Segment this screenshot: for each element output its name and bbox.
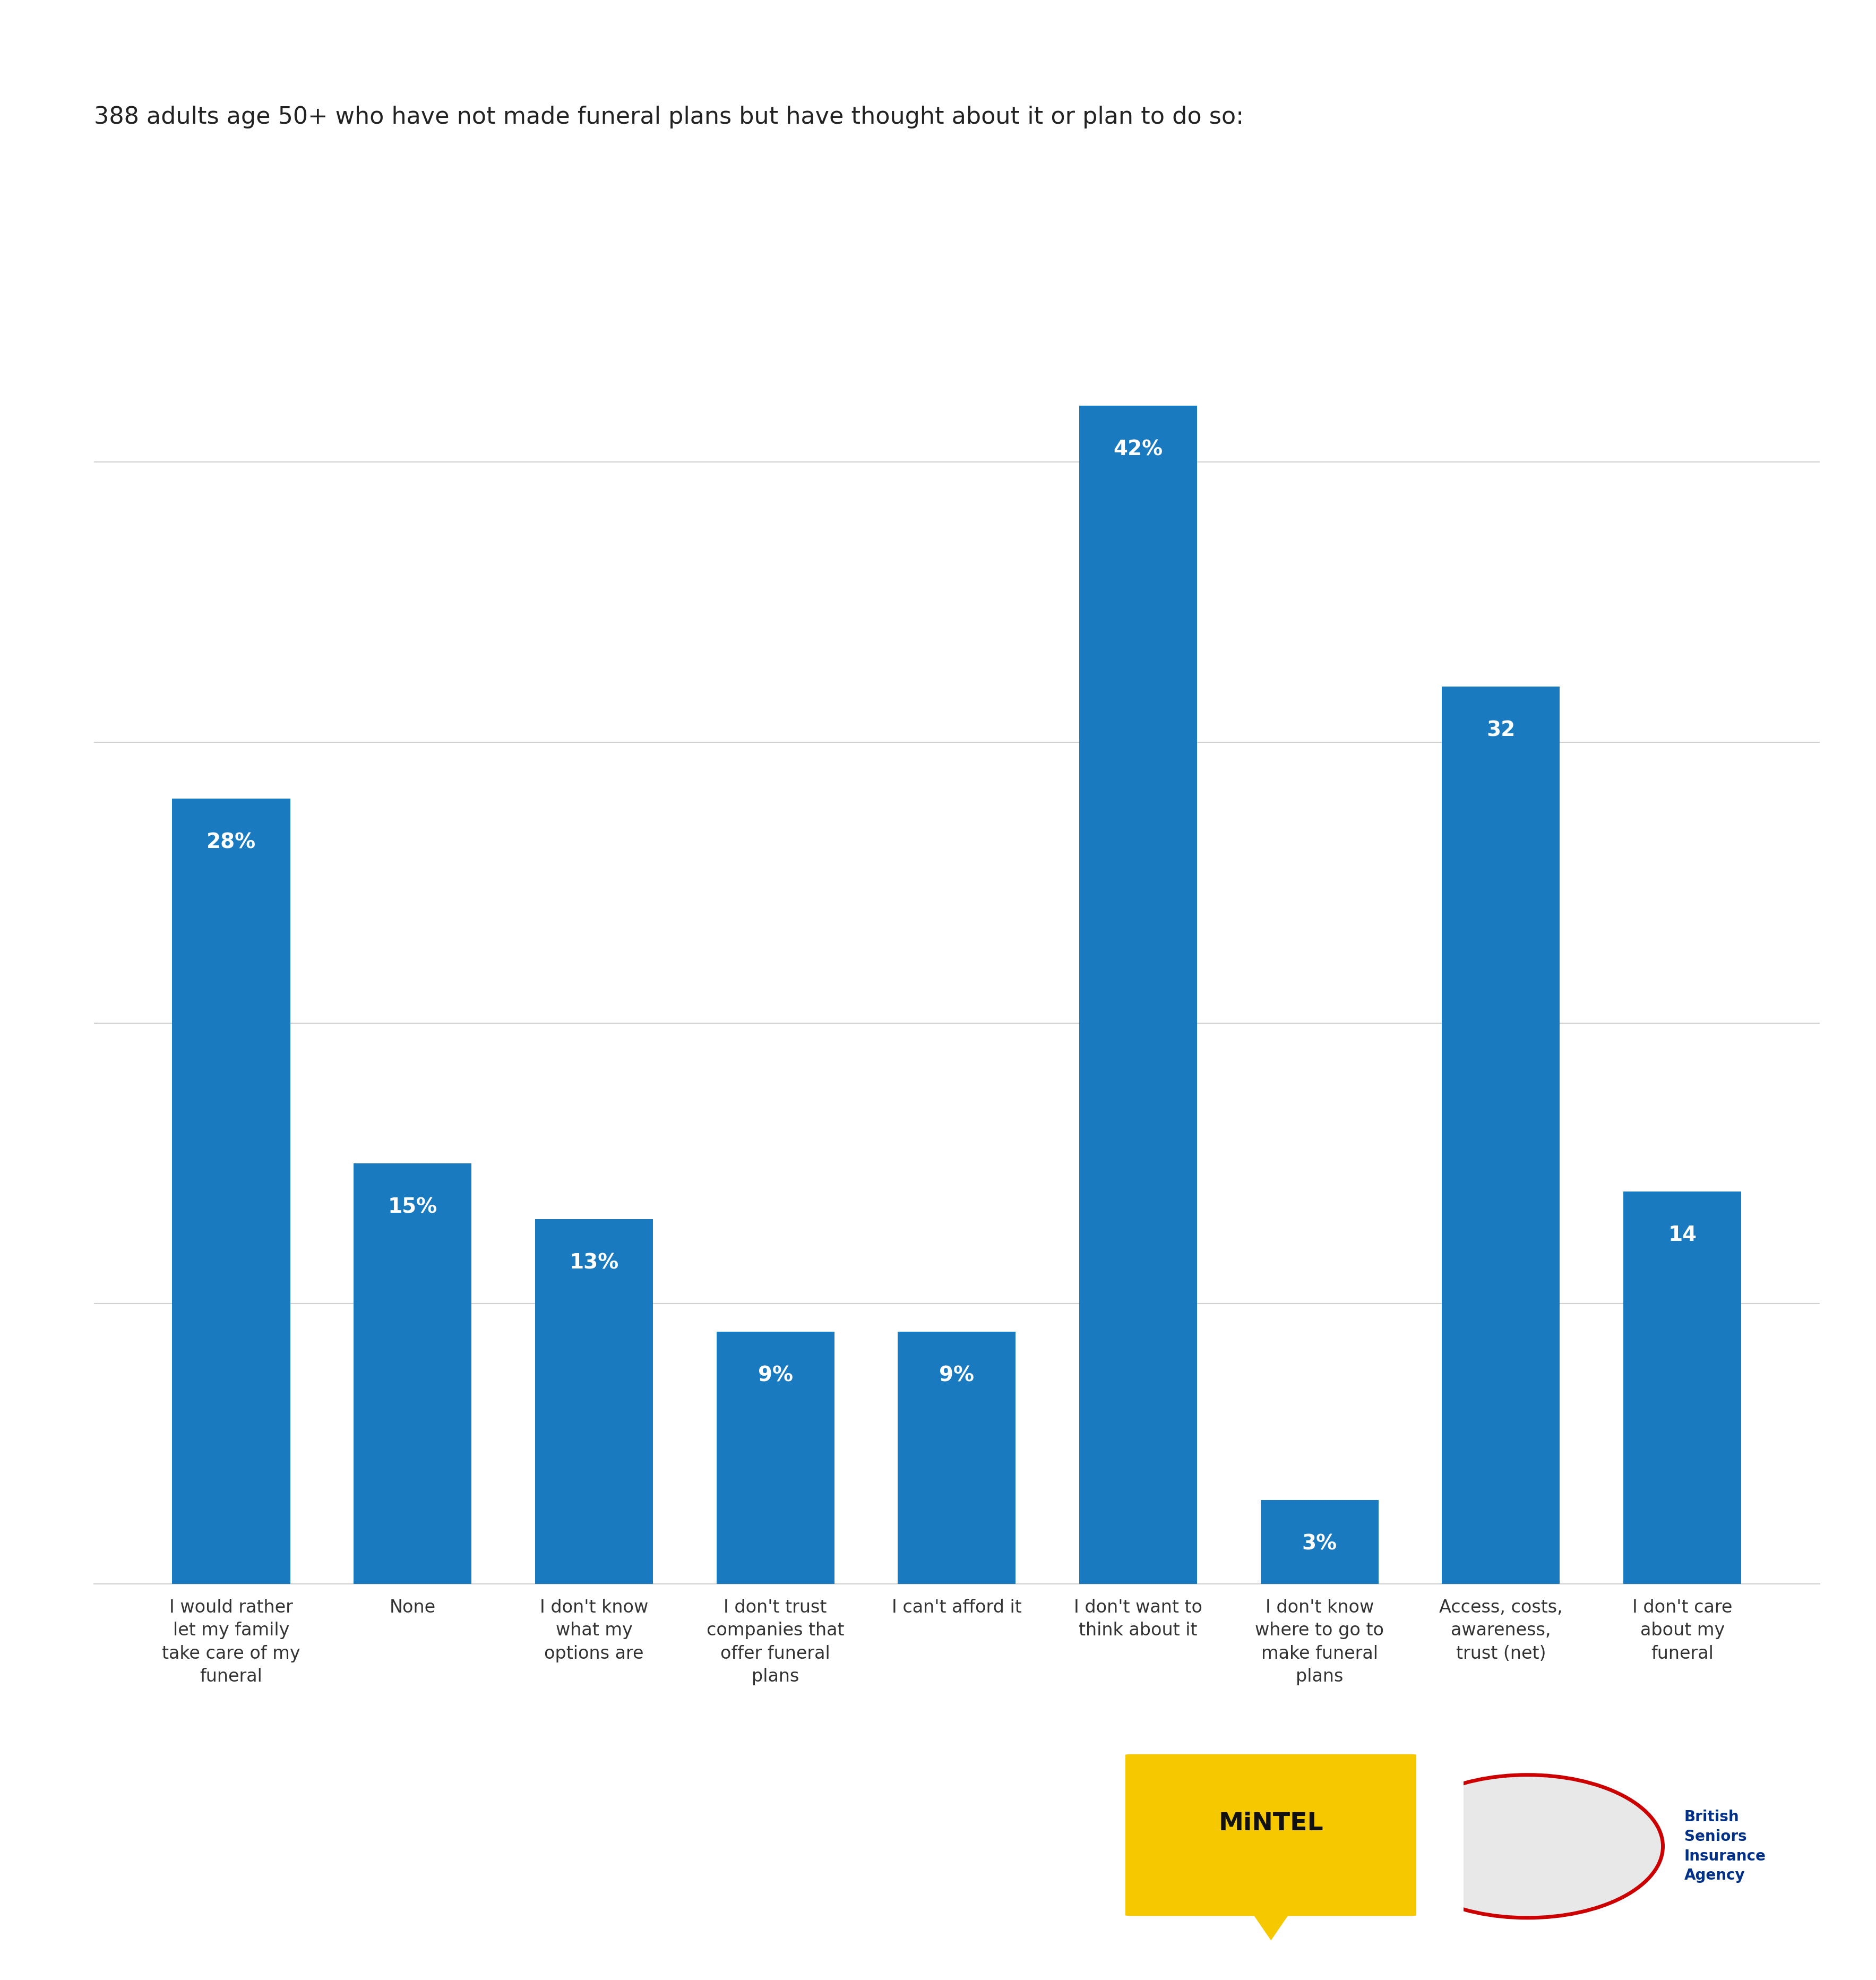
Text: British
Seniors
Insurance
Agency: British Seniors Insurance Agency [1685,1810,1765,1883]
Text: 42%: 42% [1114,440,1163,459]
Text: 32: 32 [1486,721,1516,741]
Polygon shape [1248,1907,1294,1940]
Bar [899,1331,1015,1584]
Bar [535,1220,653,1584]
Bar [1443,687,1559,1584]
Bar [173,798,291,1584]
Text: 28%: 28% [206,832,255,853]
Bar [717,1331,835,1584]
Bar [1623,1192,1741,1584]
FancyBboxPatch shape [1116,1754,1426,1917]
Text: 15%: 15% [388,1196,437,1218]
Text: 13%: 13% [568,1253,619,1273]
Bar [1079,406,1197,1584]
Circle shape [1392,1774,1662,1919]
Bar [1261,1501,1379,1584]
Text: 9%: 9% [940,1366,974,1386]
Text: 388 adults age 50+ who have not made funeral plans but have thought about it or : 388 adults age 50+ who have not made fun… [94,105,1244,129]
Text: MiNTEL: MiNTEL [1219,1812,1323,1835]
Text: 9%: 9% [758,1366,794,1386]
Text: 3%: 3% [1302,1533,1338,1554]
Text: 14: 14 [1668,1226,1696,1245]
Bar [355,1162,471,1584]
